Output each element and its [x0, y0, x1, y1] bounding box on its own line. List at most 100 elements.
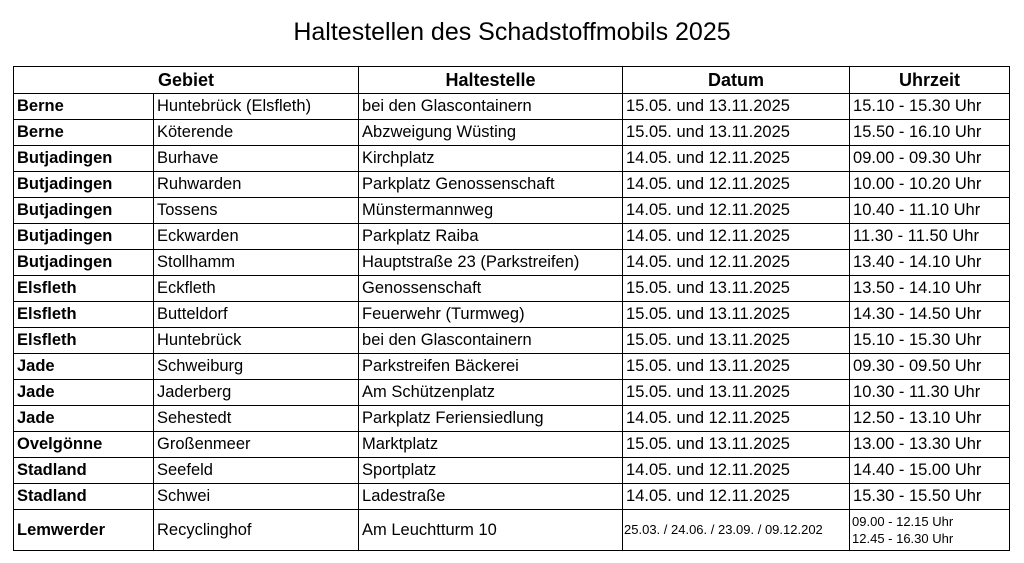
- header-gebiet: Gebiet: [12, 66, 360, 94]
- cell-haltestelle: Kirchplatz: [358, 145, 624, 172]
- cell-uhrzeit: 11.30 - 11.50 Uhr: [849, 223, 1011, 250]
- cell-datum: 15.05. und 13.11.2025: [622, 301, 851, 328]
- cell-haltestelle: Parkstreifen Bäckerei: [358, 353, 624, 380]
- uhrzeit-line-2: 12.45 - 16.30 Uhr: [852, 531, 954, 546]
- cell-haltestelle: Genossenschaft: [358, 275, 624, 302]
- cell-ort: Eckwarden: [152, 223, 360, 250]
- cell-haltestelle: Münstermannweg: [358, 197, 624, 224]
- cell-gebiet: Jade: [13, 353, 154, 380]
- cell-datum: 14.05. und 12.11.2025: [622, 249, 851, 276]
- header-haltestelle: Haltestelle: [358, 66, 624, 94]
- table-row: Stadland Seefeld Sportplatz 14.05. und 12.1…: [13, 457, 1011, 484]
- cell-uhrzeit: 12.50 - 13.10 Uhr: [849, 405, 1011, 432]
- cell-ort: Stollhamm: [152, 249, 360, 276]
- cell-ort: Tossens: [152, 197, 360, 224]
- cell-datum: 15.05. und 13.11.2025: [622, 379, 851, 406]
- cell-gebiet: Berne: [13, 93, 154, 120]
- cell-datum: 14.05. und 12.11.2025: [622, 483, 851, 510]
- cell-datum: 15.05. und 13.11.2025: [622, 327, 851, 354]
- schedule-table: Gebiet Haltestelle Datum Uhrzeit Berne Hu…: [12, 66, 1011, 551]
- cell-gebiet: Butjadingen: [13, 223, 154, 250]
- cell-ort: Burhave: [152, 145, 360, 172]
- cell-uhrzeit: 15.30 - 15.50 Uhr: [849, 483, 1011, 510]
- cell-haltestelle: Hauptstraße 23 (Parkstreifen): [358, 249, 624, 276]
- header-datum: Datum: [622, 66, 851, 94]
- cell-haltestelle: Abzweigung Wüsting: [358, 119, 624, 146]
- cell-datum: 14.05. und 12.11.2025: [622, 457, 851, 484]
- cell-uhrzeit: 13.40 - 14.10 Uhr: [849, 249, 1011, 276]
- cell-uhrzeit: 14.30 - 14.50 Uhr: [849, 301, 1011, 328]
- cell-gebiet: Berne: [13, 119, 154, 146]
- cell-uhrzeit: 09.00 - 09.30 Uhr: [849, 145, 1011, 172]
- cell-uhrzeit: 15.10 - 15.30 Uhr: [849, 93, 1011, 120]
- cell-haltestelle: Ladestraße: [358, 483, 624, 510]
- cell-ort: Seefeld: [152, 457, 360, 484]
- cell-gebiet: Jade: [13, 379, 154, 406]
- cell-datum: 25.03. / 24.06. / 23.09. / 09.12.202: [622, 509, 851, 551]
- cell-haltestelle: Feuerwehr (Turmweg): [358, 301, 624, 328]
- cell-gebiet: Butjadingen: [13, 145, 154, 172]
- cell-datum: 14.05. und 12.11.2025: [622, 171, 851, 198]
- cell-ort: Eckfleth: [152, 275, 360, 302]
- cell-ort: Ruhwarden: [152, 171, 360, 198]
- table-row-lemwerder: Lemwerder Recyclinghof Am Leuchtturm 10 …: [13, 509, 1011, 551]
- header-uhrzeit: Uhrzeit: [849, 66, 1011, 94]
- cell-datum: 15.05. und 13.11.2025: [622, 353, 851, 380]
- cell-uhrzeit: 09.00 - 12.15 Uhr 12.45 - 16.30 Uhr: [849, 509, 1011, 551]
- cell-ort: Köterende: [152, 119, 360, 146]
- cell-ort: Schwei: [152, 483, 360, 510]
- table-row: Ovelgönne Großenmeer Marktplatz 15.05. und …: [13, 431, 1011, 458]
- cell-gebiet: Elsfleth: [13, 301, 154, 328]
- cell-gebiet: Jade: [13, 405, 154, 432]
- cell-haltestelle: Sportplatz: [358, 457, 624, 484]
- table-row: Butjadingen Burhave Kirchplatz 14.05. und 1…: [13, 145, 1011, 172]
- cell-ort: Huntebrück: [152, 327, 360, 354]
- cell-uhrzeit: 14.40 - 15.00 Uhr: [849, 457, 1011, 484]
- page-title: Haltestellen des Schadstoffmobils 2025: [293, 18, 731, 46]
- cell-haltestelle: bei den Glascontainern: [358, 327, 624, 354]
- cell-gebiet: Elsfleth: [13, 275, 154, 302]
- cell-gebiet: Butjadingen: [13, 197, 154, 224]
- cell-datum: 14.05. und 12.11.2025: [622, 223, 851, 250]
- table-row: Jade Jaderberg Am Schützenplatz 15.05. und …: [13, 379, 1011, 406]
- cell-datum: 14.05. und 12.11.2025: [622, 197, 851, 224]
- cell-gebiet: Stadland: [13, 483, 154, 510]
- cell-haltestelle: bei den Glascontainern: [358, 93, 624, 120]
- cell-ort: Großenmeer: [152, 431, 360, 458]
- table-row: Elsfleth Huntebrück bei den Glascontainern…: [13, 327, 1011, 354]
- cell-ort: Butteldorf: [152, 301, 360, 328]
- cell-haltestelle: Parkplatz Genossenschaft: [358, 171, 624, 198]
- cell-ort: Recyclinghof: [152, 509, 360, 551]
- cell-haltestelle: Parkplatz Raiba: [358, 223, 624, 250]
- cell-haltestelle: Parkplatz Feriensiedlung: [358, 405, 624, 432]
- table-header-row: Gebiet Haltestelle Datum Uhrzeit: [12, 66, 1011, 94]
- cell-ort: Huntebrück (Elsfleth): [152, 93, 360, 120]
- cell-uhrzeit: 10.30 - 11.30 Uhr: [849, 379, 1011, 406]
- cell-datum: 15.05. und 13.11.2025: [622, 93, 851, 120]
- cell-datum: 15.05. und 13.11.2025: [622, 275, 851, 302]
- cell-datum: 15.05. und 13.11.2025: [622, 431, 851, 458]
- cell-uhrzeit: 10.40 - 11.10 Uhr: [849, 197, 1011, 224]
- table-body: Berne Huntebrück (Elsfleth) bei den Glasco…: [13, 93, 1011, 551]
- table-row: Jade Schweiburg Parkstreifen Bäckerei 15.05…: [13, 353, 1011, 380]
- table-row: Berne Köterende Abzweigung Wüsting 15.05. u…: [13, 119, 1011, 146]
- cell-uhrzeit: 10.00 - 10.20 Uhr: [849, 171, 1011, 198]
- cell-ort: Sehestedt: [152, 405, 360, 432]
- cell-uhrzeit: 15.10 - 15.30 Uhr: [849, 327, 1011, 354]
- table-row: Berne Huntebrück (Elsfleth) bei den Glasco…: [13, 93, 1011, 120]
- table-row: Stadland Schwei Ladestraße 14.05. und 12.11…: [13, 483, 1011, 510]
- cell-datum: 14.05. und 12.11.2025: [622, 145, 851, 172]
- cell-datum: 14.05. und 12.11.2025: [622, 405, 851, 432]
- table-row: Elsfleth Butteldorf Feuerwehr (Turmweg) 15.…: [13, 301, 1011, 328]
- table-row: Butjadingen Stollhamm Hauptstraße 23 (Park…: [13, 249, 1011, 276]
- cell-gebiet: Stadland: [13, 457, 154, 484]
- cell-gebiet: Elsfleth: [13, 327, 154, 354]
- table-row: Butjadingen Eckwarden Parkplatz Raiba 14.05…: [13, 223, 1011, 250]
- table-row: Butjadingen Ruhwarden Parkplatz Genossensc…: [13, 171, 1011, 198]
- uhrzeit-line-1: 09.00 - 12.15 Uhr: [852, 514, 954, 529]
- cell-haltestelle: Am Schützenplatz: [358, 379, 624, 406]
- cell-gebiet: Butjadingen: [13, 171, 154, 198]
- cell-uhrzeit: 09.30 - 09.50 Uhr: [849, 353, 1011, 380]
- cell-ort: Jaderberg: [152, 379, 360, 406]
- cell-datum: 15.05. und 13.11.2025: [622, 119, 851, 146]
